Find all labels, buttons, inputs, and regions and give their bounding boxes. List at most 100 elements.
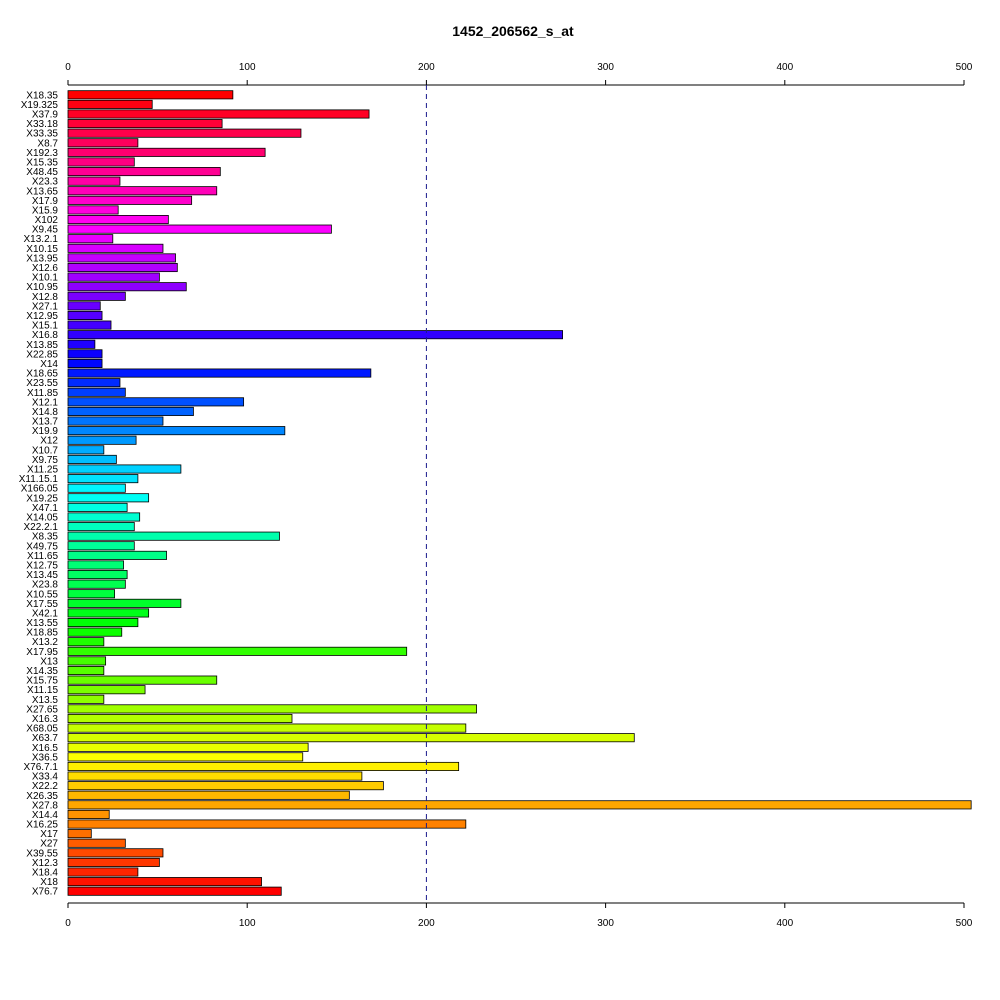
- bar-X16.5: [67, 742, 309, 752]
- category-label: X76.7: [32, 887, 59, 898]
- category-label: X14.8: [32, 407, 59, 418]
- category-label: X27.65: [26, 704, 58, 715]
- category-label: X15.35: [26, 157, 58, 168]
- category-label: X13.65: [26, 186, 58, 197]
- bar-X26.35: [67, 790, 350, 800]
- category-label: X15.9: [32, 205, 59, 216]
- bar-X8.35: [67, 531, 280, 541]
- bar-X18.4: [67, 867, 139, 877]
- bar-X13.95: [67, 253, 176, 263]
- bar-X33.35: [67, 128, 302, 138]
- category-label: X12.6: [32, 263, 59, 274]
- category-label: X17.9: [32, 196, 59, 207]
- category-label: X47.1: [32, 503, 59, 514]
- bar-X14.05: [67, 512, 141, 522]
- category-label: X19.9: [32, 426, 59, 437]
- bar-X76.7.1: [67, 761, 460, 771]
- bar-X10.55: [67, 589, 115, 599]
- bottom-tick-label: 400: [776, 918, 793, 929]
- category-label: X10.95: [26, 282, 58, 293]
- bar-X27.8: [67, 800, 972, 810]
- category-label: X11.65: [27, 551, 58, 562]
- category-label: X16.5: [32, 743, 59, 754]
- bar-X23.55: [67, 378, 121, 388]
- bar-X9.75: [67, 454, 117, 464]
- category-label: X16.3: [32, 714, 59, 725]
- category-label: X17.95: [26, 647, 58, 658]
- bar-X68.05: [67, 723, 467, 733]
- category-label: X33.4: [32, 772, 59, 783]
- bar-X19.325: [67, 99, 153, 109]
- bar-X33.18: [67, 119, 223, 129]
- category-label: X13.2: [32, 637, 59, 648]
- top-tick-label: 0: [65, 62, 71, 73]
- bar-X13.2.1: [67, 234, 114, 244]
- bar-X12.3: [67, 857, 160, 867]
- bar-X12: [67, 435, 137, 445]
- bar-X36.5: [67, 752, 304, 762]
- category-label: X49.75: [26, 541, 58, 552]
- top-tick-label: 400: [776, 62, 793, 73]
- bar-X22.2: [67, 781, 384, 791]
- bar-X16.3: [67, 713, 293, 724]
- bar-X13.5: [67, 694, 105, 704]
- category-label: X39.55: [26, 848, 58, 859]
- category-label: X15.75: [26, 676, 58, 687]
- bars: [67, 90, 972, 896]
- category-label: X10.1: [32, 273, 59, 284]
- top-tick-label: 300: [597, 62, 614, 73]
- category-label: X27: [40, 839, 58, 850]
- category-label: X22.2.1: [24, 522, 59, 533]
- bottom-axis: 0 100 200 300 400 500: [65, 902, 973, 929]
- bar-X39.55: [67, 848, 164, 858]
- bar-X37.9: [67, 109, 370, 119]
- category-label: X18: [40, 877, 58, 888]
- category-label: X16.8: [32, 330, 59, 341]
- bottom-tick-label: 200: [418, 918, 435, 929]
- bar-X13.55: [67, 618, 139, 628]
- category-label: X37.9: [32, 109, 59, 120]
- category-label: X27.1: [32, 301, 59, 312]
- category-label: X166.05: [21, 484, 59, 495]
- bar-X13.65: [67, 186, 218, 196]
- bar-X11.85: [67, 387, 126, 397]
- bar-X14.8: [67, 406, 194, 416]
- bar-X42.1: [67, 608, 150, 618]
- category-label: X10.7: [32, 445, 59, 456]
- category-label: X11.15: [27, 685, 58, 696]
- bar-X23.3: [67, 176, 121, 186]
- category-label: X23.3: [32, 177, 59, 188]
- category-label: X63.7: [32, 733, 59, 744]
- category-label: X26.35: [26, 791, 58, 802]
- category-label: X18.4: [32, 868, 59, 879]
- category-label: X14.05: [26, 512, 58, 523]
- bar-X102: [67, 215, 169, 225]
- bar-X23.8: [67, 579, 126, 589]
- category-label: X15.1: [32, 321, 59, 332]
- bar-X13.2: [67, 637, 105, 647]
- bar-X47.1: [67, 502, 128, 512]
- category-label: X23.55: [26, 378, 58, 389]
- bottom-tick-label: 100: [239, 918, 256, 929]
- bar-X8.7: [67, 138, 139, 148]
- category-label: X13.5: [32, 695, 59, 706]
- category-label: X13.55: [26, 618, 58, 629]
- bar-X49.75: [67, 541, 135, 551]
- category-label: X18.65: [26, 369, 58, 380]
- top-tick-label: 200: [418, 62, 435, 73]
- category-label: X13.7: [32, 417, 59, 428]
- bar-X27: [67, 838, 126, 848]
- category-label: X10.15: [26, 244, 58, 255]
- category-label: X12.8: [32, 292, 59, 303]
- bar-X27.1: [67, 301, 101, 311]
- bar-X16.25: [67, 819, 467, 829]
- category-label: X22.2: [32, 781, 59, 792]
- category-label: X19.325: [21, 100, 59, 111]
- bar-X10.1: [67, 272, 160, 282]
- category-labels: X18.35X19.325X37.9X33.18X33.35X8.7X192.3…: [19, 90, 59, 897]
- category-label: X9.45: [32, 225, 59, 236]
- category-label: X42.1: [32, 608, 59, 619]
- category-label: X33.18: [26, 119, 58, 130]
- bar-X166.05: [67, 483, 126, 493]
- bottom-tick-label: 0: [65, 918, 71, 929]
